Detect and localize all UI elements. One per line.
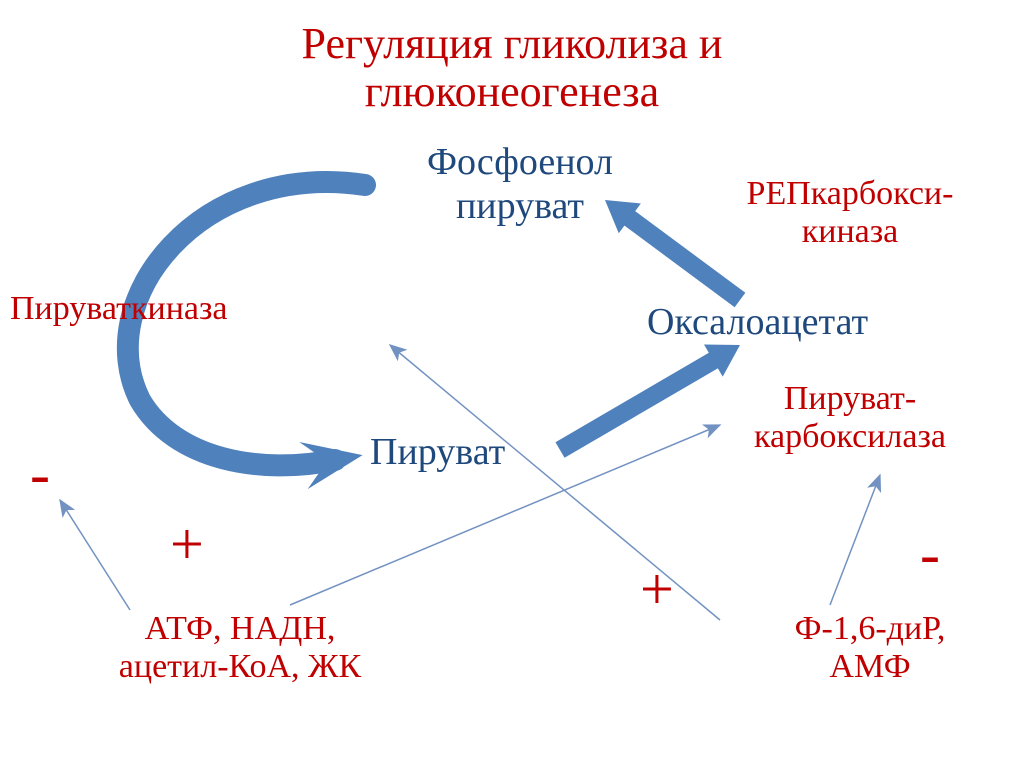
node-plus_left: + <box>170 510 204 579</box>
node-plus_right: + <box>640 555 674 624</box>
node-oxaloacetate: Оксалоацетат <box>647 300 868 344</box>
title-line-1: Регуляция гликолиза и <box>0 20 1024 68</box>
node-pyruvate: Пируват <box>370 430 505 474</box>
node-phosphoenol: Фосфоенол пируват <box>370 140 670 228</box>
title-line-2: глюконеогенеза <box>0 68 1024 116</box>
thick-arrow-head-1 <box>704 345 740 377</box>
thick-arrow-1 <box>560 356 721 450</box>
thick-arrow-head-0 <box>299 442 362 489</box>
node-atp_nadh: АТФ, НАДН, ацетил-КоА, ЖК <box>90 610 390 686</box>
node-f16dip: Ф-1,6-диР, АМФ <box>720 610 1020 686</box>
node-minus_right: - <box>920 520 940 589</box>
node-pyruvatekinase: Пируваткиназа <box>10 290 228 328</box>
node-minus_left: - <box>30 440 50 509</box>
thin-arrow-3 <box>830 475 880 605</box>
thin-arrow-0 <box>60 500 130 610</box>
node-repcarboxy: РЕПкарбокси- киназа <box>700 175 1000 251</box>
diagram-canvas: Регуляция гликолиза и глюконеогенеза Фос… <box>0 0 1024 767</box>
diagram-title: Регуляция гликолиза и глюконеогенеза <box>0 20 1024 117</box>
node-pyruvatecarboxylase: Пируват- карбоксилаза <box>700 380 1000 456</box>
